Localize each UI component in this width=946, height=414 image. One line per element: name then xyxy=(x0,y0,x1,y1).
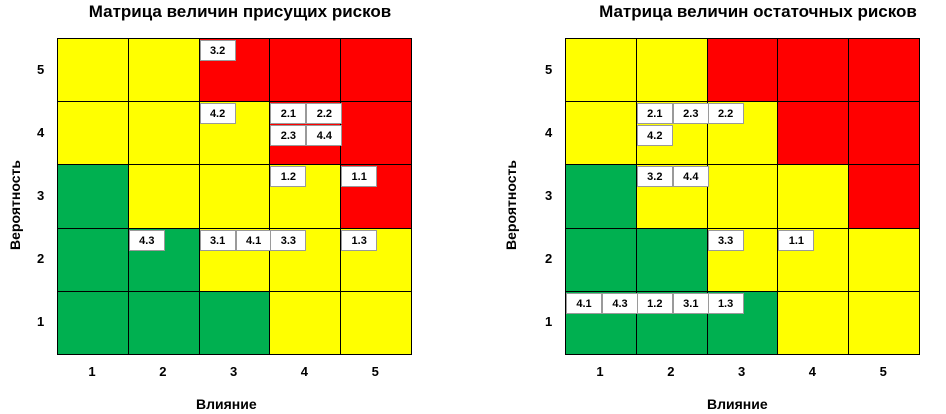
matrix-cell xyxy=(777,38,850,103)
risk-grid: 2.1 2.3 2.2 4.2 3.2 4.4 3.3 1.1 4.1 4.3 1.2 3.1 1.3 xyxy=(565,38,920,355)
y-tick-label: 2 xyxy=(37,251,45,267)
matrix-cell xyxy=(57,164,129,229)
matrix-cell xyxy=(848,290,920,355)
risk-label: 2.2 xyxy=(306,103,343,125)
matrix-cell xyxy=(777,164,850,229)
matrix-cell xyxy=(848,38,920,103)
matrix-cell xyxy=(777,101,850,166)
matrix-cell xyxy=(57,290,129,355)
matrix-cell xyxy=(269,290,342,355)
risk-label: 2.1 xyxy=(636,103,673,125)
y-tick-label: 3 xyxy=(37,188,45,203)
risk-label: 2.3 xyxy=(270,125,307,147)
risk-label: 2.3 xyxy=(672,103,709,125)
matrix-cell xyxy=(706,164,779,229)
matrix-cell xyxy=(127,290,200,355)
x-tick-label: 5 xyxy=(879,364,887,379)
x-tick-label: 4 xyxy=(808,364,817,379)
risk-label: 3.3 xyxy=(270,229,307,251)
matrix-cell xyxy=(198,164,271,229)
matrix-cell xyxy=(565,101,637,166)
risk-label: 4.1 xyxy=(235,229,272,251)
risk-label: 4.3 xyxy=(128,229,165,251)
y-tick-label: 3 xyxy=(545,188,553,203)
matrix-cell xyxy=(848,164,920,229)
risk-label: 4.2 xyxy=(199,103,236,125)
chart-title: Матрица величин присущих рисков xyxy=(88,2,392,21)
y-tick-label: 2 xyxy=(545,251,553,267)
risk-label: 1.3 xyxy=(341,229,378,251)
risk-label: 1.2 xyxy=(270,166,307,188)
risk-label: 4.1 xyxy=(566,292,602,314)
matrix-cell xyxy=(777,290,850,355)
matrix-cell xyxy=(565,164,637,229)
x-axis-label: Влияние xyxy=(196,396,257,412)
risk-label: 2.2 xyxy=(707,103,744,125)
risk-label: 1.1 xyxy=(341,166,378,188)
risk-label: 3.2 xyxy=(199,40,236,61)
risk-label: 4.3 xyxy=(602,292,638,314)
risk-label: 2.1 xyxy=(270,103,307,125)
risk-grid: 3.2 4.2 2.1 2.2 2.3 4.4 1.2 1.1 4.3 3.1 4.1 3.3 1.3 xyxy=(57,38,412,355)
y-tick-label: 4 xyxy=(37,124,45,140)
matrix-cell xyxy=(635,227,708,292)
x-tick-label: 2 xyxy=(159,364,167,379)
matrix-cell xyxy=(127,101,200,166)
matrix-cell xyxy=(340,38,412,103)
matrix-cell xyxy=(565,38,637,103)
risk-label: 3.1 xyxy=(672,292,709,314)
y-tick-label: 5 xyxy=(545,61,553,77)
risk-label: 1.2 xyxy=(636,292,673,314)
chart-title: Матрица величин остаточных рисков xyxy=(599,2,917,21)
y-tick-label: 5 xyxy=(37,61,45,77)
matrix-cell xyxy=(565,227,637,292)
matrix-cell xyxy=(340,290,412,355)
x-tick-label: 2 xyxy=(667,364,675,379)
risk-label: 3.3 xyxy=(707,229,744,251)
y-tick-label: 4 xyxy=(545,124,553,140)
risk-label: 1.1 xyxy=(778,229,815,251)
x-tick-label: 3 xyxy=(738,364,746,379)
x-tick-label: 1 xyxy=(596,364,604,379)
inherent-risk-matrix-panel: Матрица величин присущих рисков Вероятно… xyxy=(7,2,412,412)
matrix-cell xyxy=(269,38,342,103)
risk-label: 4.4 xyxy=(672,166,709,188)
risk-label: 4.2 xyxy=(636,125,673,147)
x-tick-label: 4 xyxy=(300,364,309,379)
risk-label: 3.1 xyxy=(199,229,236,251)
y-axis-label: Вероятность xyxy=(7,160,23,250)
risk-label: 4.4 xyxy=(306,125,343,147)
matrix-cell xyxy=(706,38,779,103)
x-tick-label: 1 xyxy=(88,364,96,379)
x-axis-label: Влияние xyxy=(707,396,768,412)
y-axis-label: Вероятность xyxy=(503,160,519,250)
matrix-cell xyxy=(635,38,708,103)
risk-label: 1.3 xyxy=(707,292,744,314)
matrix-cell xyxy=(848,227,920,292)
matrix-cell xyxy=(127,38,200,103)
matrix-cell xyxy=(57,38,129,103)
y-tick-label: 1 xyxy=(37,314,45,330)
risk-label: 3.2 xyxy=(636,166,673,188)
matrix-cell xyxy=(57,227,129,292)
x-tick-label: 5 xyxy=(371,364,379,379)
matrix-cell xyxy=(127,164,200,229)
y-tick-label: 1 xyxy=(545,314,553,330)
matrix-cell xyxy=(340,101,412,166)
residual-risk-matrix-panel: Матрица величин остаточных рисков Вероят… xyxy=(473,0,946,414)
matrix-cell xyxy=(848,101,920,166)
x-tick-label: 3 xyxy=(230,364,238,379)
matrix-cell xyxy=(57,101,129,166)
matrix-cell xyxy=(198,290,271,355)
